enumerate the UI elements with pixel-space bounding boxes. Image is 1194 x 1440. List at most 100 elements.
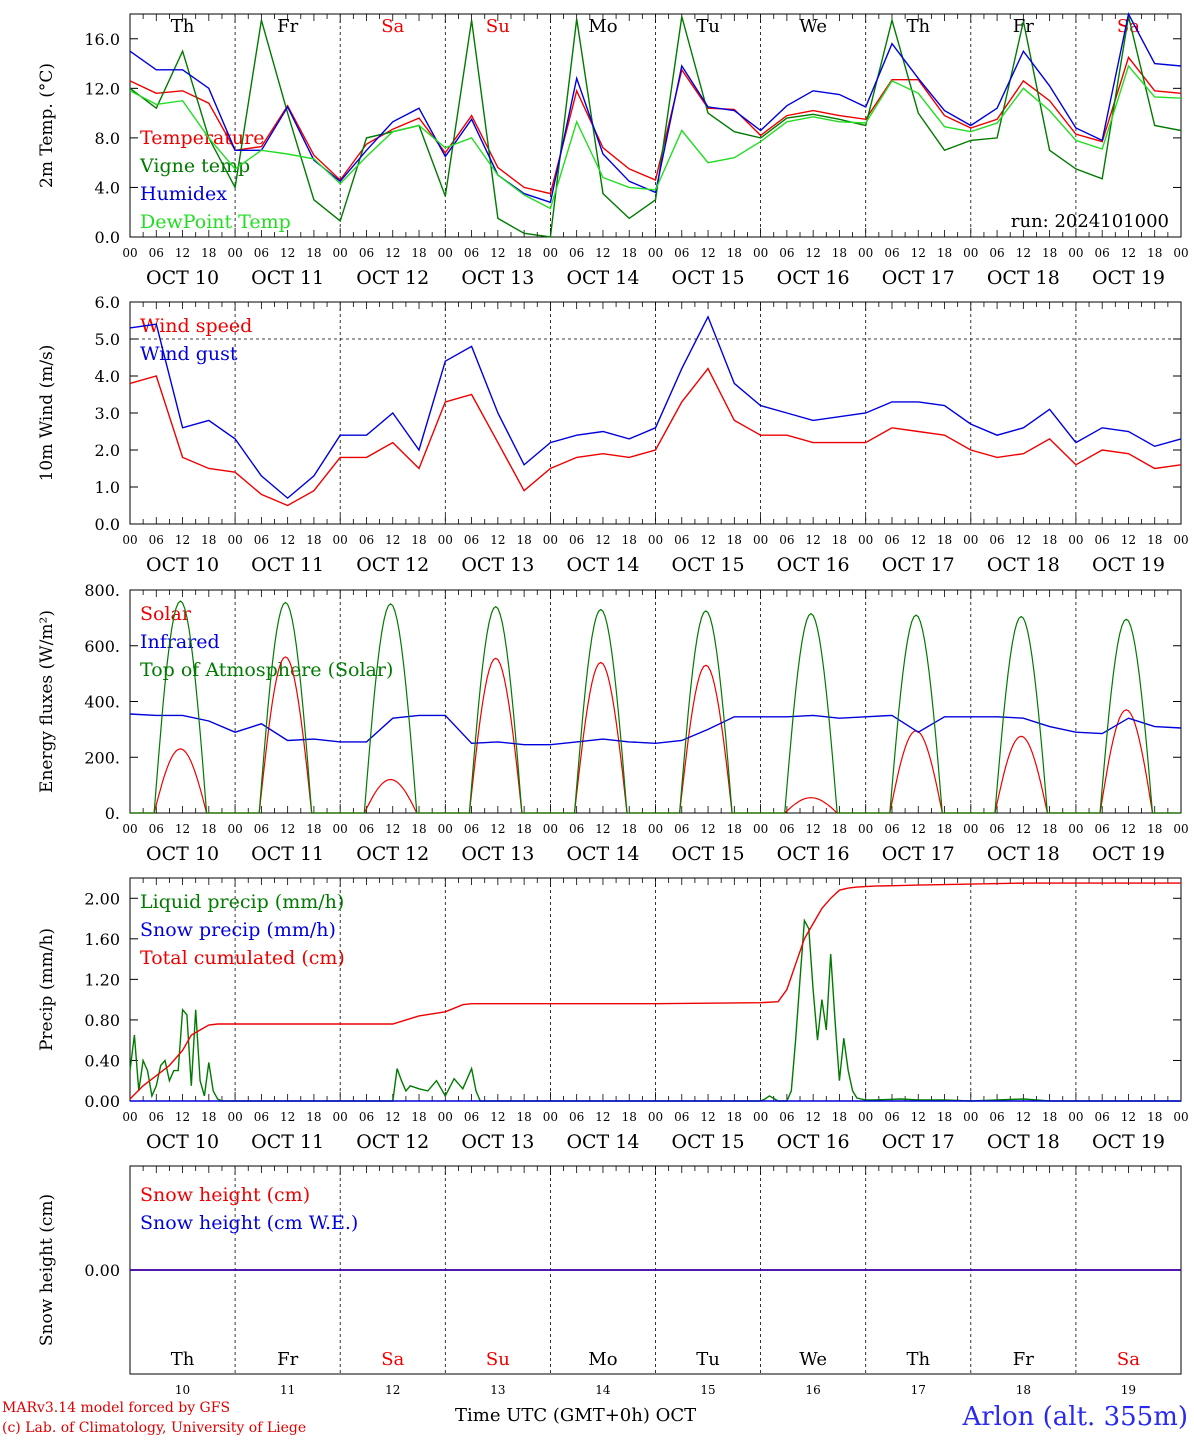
hour-tick-label: 00 [1173, 533, 1188, 547]
date-label: OCT 19 [1092, 1131, 1165, 1153]
weekday-label: Tu [696, 1349, 720, 1370]
y-tick-label: 0.00 [84, 1092, 120, 1111]
hour-tick-label: 06 [884, 822, 899, 836]
hour-tick-label: 12 [700, 246, 715, 260]
hour-tick-label: 06 [149, 533, 164, 547]
y-tick-label: 1.60 [84, 930, 120, 949]
date-label: OCT 18 [987, 1131, 1060, 1153]
hour-tick-label: 18 [1042, 1110, 1057, 1124]
weekday-label: Sa [381, 1349, 404, 1370]
hour-tick-label: 00 [858, 246, 873, 260]
hour-tick-label: 18 [1147, 246, 1162, 260]
hour-tick-label: 00 [543, 822, 558, 836]
legend-entry: Humidex [140, 183, 227, 205]
y-tick-label: 0.80 [84, 1011, 120, 1030]
hour-tick-label: 06 [464, 822, 479, 836]
date-label: OCT 10 [146, 843, 219, 865]
hour-tick-label: 18 [622, 246, 637, 260]
date-label: OCT 19 [1092, 843, 1165, 865]
y-tick-label: 6.0 [95, 293, 120, 312]
hour-tick-label: 18 [1042, 246, 1057, 260]
hour-tick-label: 00 [858, 533, 873, 547]
series-wind-gust [129, 315, 1182, 500]
date-label: OCT 17 [882, 554, 955, 576]
y-tick-label: 600. [84, 637, 120, 656]
hour-tick-label: 12 [595, 246, 610, 260]
date-label: OCT 11 [251, 554, 324, 576]
hour-tick-label: 06 [779, 1110, 794, 1124]
hour-tick-label: 18 [622, 533, 637, 547]
y-tick-label: 3.0 [95, 404, 120, 423]
hour-tick-label: 00 [963, 1110, 978, 1124]
date-label: OCT 18 [987, 267, 1060, 289]
date-label: OCT 16 [777, 554, 850, 576]
weekday-label: Fr [277, 16, 298, 37]
weekday-label: Th [906, 1349, 930, 1370]
hour-tick-label: 06 [779, 822, 794, 836]
hour-tick-label: 00 [1173, 822, 1188, 836]
hour-tick-label: 12 [175, 533, 190, 547]
legend-entry: Infrared [140, 631, 220, 653]
hour-tick-label: 18 [516, 246, 531, 260]
hour-tick-label: 06 [464, 533, 479, 547]
hour-tick-label: 12 [700, 822, 715, 836]
hour-tick-label: 06 [989, 533, 1004, 547]
hour-tick-label: 06 [569, 533, 584, 547]
hour-tick-label: 06 [569, 1110, 584, 1124]
hour-tick-label: 12 [385, 1110, 400, 1124]
hour-tick-label: 00 [858, 1110, 873, 1124]
date-label: OCT 11 [251, 267, 324, 289]
y-tick-label: 1.0 [95, 478, 120, 497]
hour-tick-label: 00 [333, 1110, 348, 1124]
hour-tick-label: 12 [700, 1110, 715, 1124]
date-label: OCT 12 [356, 554, 429, 576]
date-label: OCT 16 [777, 843, 850, 865]
hour-tick-label: 00 [858, 822, 873, 836]
weekday-label: Sa [1117, 16, 1140, 37]
hour-tick-label: 18 [411, 1110, 426, 1124]
hour-tick-label: 12 [280, 822, 295, 836]
hour-tick-label: 12 [1121, 1110, 1136, 1124]
hour-tick-label: 06 [779, 533, 794, 547]
date-label: OCT 13 [461, 554, 534, 576]
weekday-label: Fr [1013, 1349, 1034, 1370]
hour-tick-label: 00 [753, 246, 768, 260]
date-label: OCT 17 [882, 1131, 955, 1153]
date-label: OCT 15 [672, 1131, 745, 1153]
date-label: OCT 13 [461, 267, 534, 289]
x-axis-title: Time UTC (GMT+0h) OCT [455, 1405, 697, 1426]
date-label: OCT 14 [566, 554, 639, 576]
hour-tick-label: 00 [963, 822, 978, 836]
hour-tick-label: 12 [1121, 822, 1136, 836]
y-tick-label: 400. [84, 693, 120, 712]
series-total-cumulated-cm [129, 882, 1181, 1100]
hour-tick-label: 00 [543, 246, 558, 260]
hour-tick-label: 06 [359, 246, 374, 260]
day-number-label: 10 [175, 1383, 190, 1397]
weekday-label: Tu [696, 16, 720, 37]
hour-tick-label: 12 [385, 533, 400, 547]
hour-tick-label: 18 [937, 1110, 952, 1124]
hour-tick-label: 12 [1016, 822, 1031, 836]
weekday-label: We [799, 16, 827, 37]
weekday-label: Th [171, 1349, 195, 1370]
legend-entry: Snow height (cm W.E.) [140, 1212, 358, 1234]
y-tick-label: 16.0 [84, 30, 120, 49]
date-label: OCT 13 [461, 843, 534, 865]
hour-tick-label: 18 [1147, 533, 1162, 547]
legend-entry: DewPoint Temp [140, 211, 291, 233]
hour-tick-label: 12 [806, 246, 821, 260]
hour-tick-label: 00 [1173, 246, 1188, 260]
hour-tick-label: 06 [989, 822, 1004, 836]
y-axis-label: 2m Temp. (°C) [37, 63, 57, 188]
y-tick-label: 4.0 [95, 367, 120, 386]
legend-entry: Snow precip (mm/h) [140, 919, 336, 941]
hour-tick-label: 18 [832, 533, 847, 547]
y-tick-label: 2.00 [84, 889, 120, 908]
date-label: OCT 18 [987, 843, 1060, 865]
hour-tick-label: 00 [1068, 822, 1083, 836]
date-label: OCT 17 [882, 843, 955, 865]
hour-tick-label: 06 [674, 533, 689, 547]
legend-entry: Temperature [140, 127, 264, 149]
